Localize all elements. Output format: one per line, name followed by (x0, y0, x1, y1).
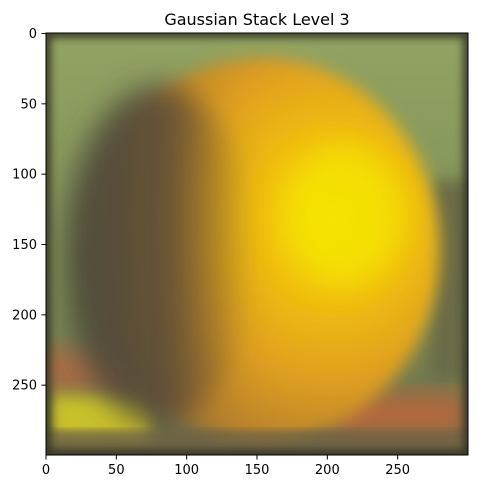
x-tick-label: 50 (108, 463, 125, 478)
x-axis: 0 50 100 150 200 250 (42, 455, 410, 478)
y-tick-label: 200 (12, 308, 37, 323)
y-tick-label: 0 (29, 27, 37, 42)
y-tick-label: 150 (12, 238, 37, 253)
x-tick-label: 150 (245, 463, 270, 478)
y-tick-label: 100 (12, 168, 37, 183)
y-tick-label: 50 (20, 97, 37, 112)
x-tick-label: 200 (315, 463, 340, 478)
y-axis: 0 50 100 150 200 250 (12, 27, 46, 394)
y-tick-label: 250 (12, 379, 37, 394)
x-tick-label: 100 (174, 463, 199, 478)
figure-title: Gaussian Stack Level 3 (164, 10, 349, 29)
x-tick-label: 250 (385, 463, 410, 478)
x-tick-label: 0 (42, 463, 50, 478)
blurred-orange-image (46, 33, 468, 455)
